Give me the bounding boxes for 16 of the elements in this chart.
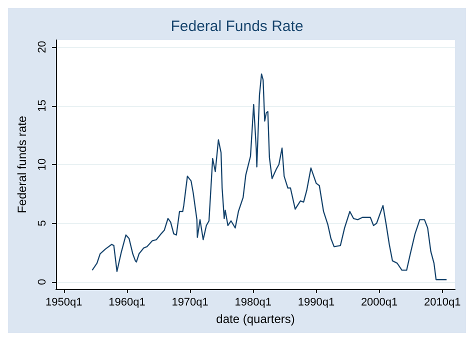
x-axis-title: date (quarters) [216,312,295,326]
x-tick-label: 1960q1 [108,296,146,308]
x-tick-label: 2000q1 [360,296,398,308]
x-tick-label: 2010q1 [424,296,461,308]
y-tick-label: 10 [36,158,48,171]
y-tick-label: 15 [36,100,48,112]
y-tick-label: 20 [36,40,48,54]
y-tick-label: 0 [36,278,48,286]
x-tick-label: 1950q1 [46,296,82,308]
x-tick-label: 1990q1 [298,296,335,308]
line-series [92,73,448,280]
y-tick-label: 5 [36,220,48,226]
chart-title: Federal Funds Rate [170,18,304,35]
x-tick-label: 1970q1 [172,296,208,308]
y-axis-title: Federal funds rate [15,115,29,214]
x-tick-label: 1980q1 [234,296,272,308]
